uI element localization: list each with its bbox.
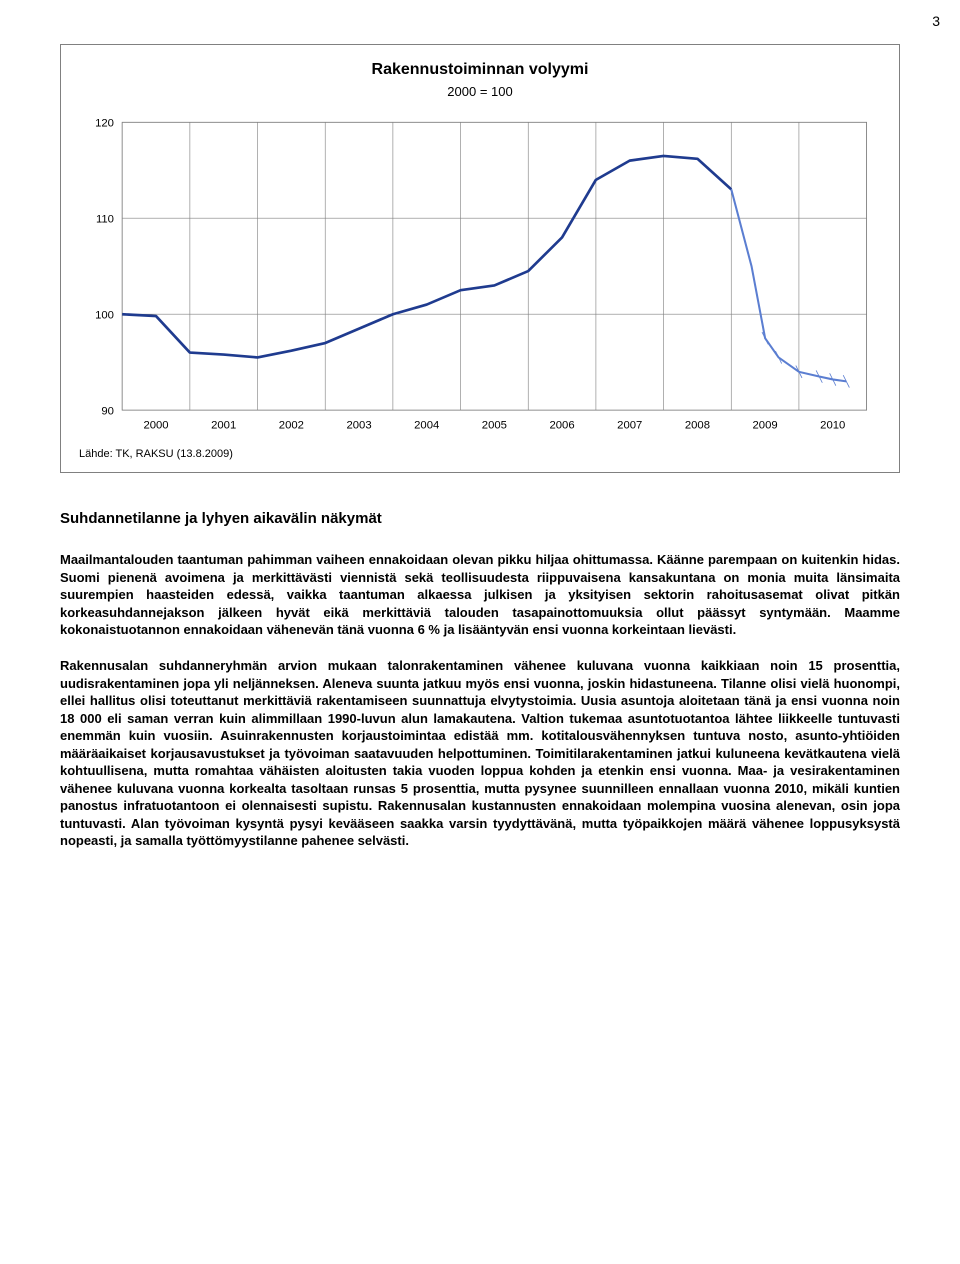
svg-text:2008: 2008 bbox=[685, 420, 710, 432]
chart-title: Rakennustoiminnan volyymi bbox=[79, 59, 881, 81]
svg-text:2002: 2002 bbox=[279, 420, 304, 432]
svg-text:100: 100 bbox=[95, 309, 114, 321]
svg-text:2007: 2007 bbox=[617, 420, 642, 432]
svg-text:2010: 2010 bbox=[820, 420, 845, 432]
chart-source: Lähde: TK, RAKSU (13.8.2009) bbox=[79, 447, 881, 462]
svg-text:2001: 2001 bbox=[211, 420, 236, 432]
section-heading: Suhdannetilanne ja lyhyen aikavälin näky… bbox=[60, 509, 900, 529]
chart-subtitle: 2000 = 100 bbox=[79, 83, 881, 101]
paragraph-2: Rakennusalan suhdanneryhmän arvion mukaa… bbox=[60, 657, 900, 850]
chart-container: Rakennustoiminnan volyymi 2000 = 100 90 1… bbox=[60, 44, 900, 473]
line-chart: 90 100 110 120 2000 2001 2002 2003 2004 2005 2006 2… bbox=[79, 112, 881, 441]
svg-text:2009: 2009 bbox=[753, 420, 778, 432]
svg-text:2000: 2000 bbox=[143, 420, 168, 432]
svg-text:2004: 2004 bbox=[414, 420, 439, 432]
svg-text:2005: 2005 bbox=[482, 420, 507, 432]
page-number: 3 bbox=[932, 12, 940, 31]
svg-text:120: 120 bbox=[95, 118, 114, 130]
svg-text:2006: 2006 bbox=[549, 420, 574, 432]
paragraph-1: Maailmantalouden taantuman pahimman vaih… bbox=[60, 551, 900, 639]
svg-text:2003: 2003 bbox=[346, 420, 371, 432]
svg-text:90: 90 bbox=[101, 405, 114, 417]
svg-text:110: 110 bbox=[96, 213, 114, 225]
